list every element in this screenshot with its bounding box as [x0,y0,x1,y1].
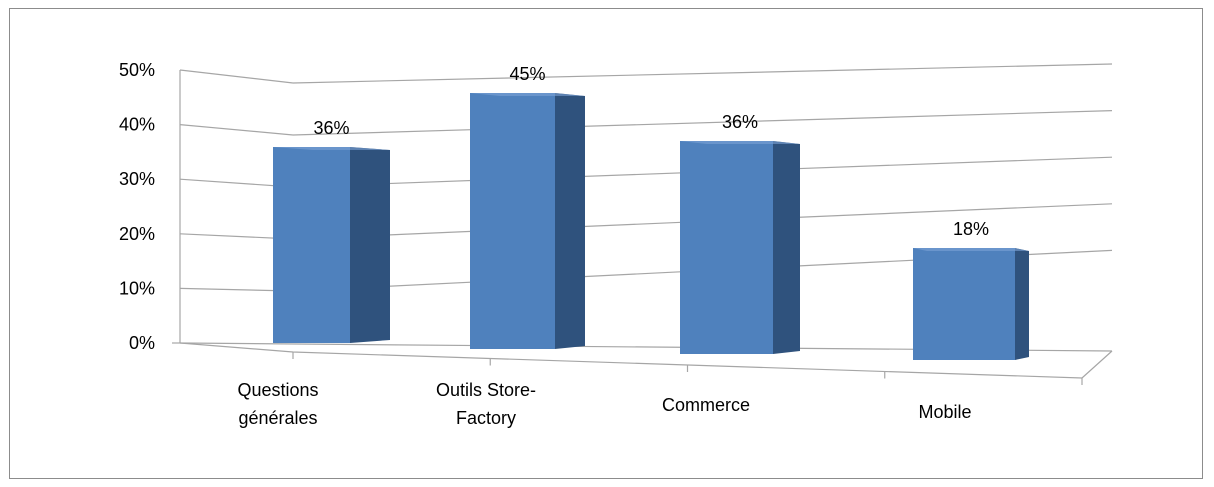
bar [273,147,350,343]
bar-side [350,147,390,343]
bar-top [470,93,585,96]
gridline-back-5 [292,63,1113,84]
bar-side [555,93,585,349]
y-tick-label: 0% [129,333,155,353]
bar-top [680,141,800,144]
bar-top [913,248,1029,251]
data-label: 36% [313,118,349,138]
y-tick-label: 50% [119,60,155,80]
x-tick-label: Mobile [918,402,971,422]
x-tick-label: Outils Store- [436,380,536,400]
y-tick-label: 20% [119,224,155,244]
bar-side [773,141,800,354]
bar [913,248,1015,360]
gridline-left-5 [179,69,294,84]
y-tick-label: 40% [119,115,155,135]
x-tick-label: générales [238,408,317,428]
bar-side [1015,248,1029,360]
gridline-left-4 [179,124,294,136]
data-label: 36% [722,112,758,132]
y-tick-label: 10% [119,278,155,298]
bar [680,141,773,354]
gridline-back-4 [292,110,1113,136]
bar-top [273,147,390,150]
chart-frame [9,8,1203,479]
data-label: 18% [953,219,989,239]
x-tick-label: Questions [237,380,318,400]
data-label: 45% [509,64,545,84]
x-tick-label: Commerce [662,395,750,415]
x-tick-label: Factory [456,408,516,428]
y-tick-label: 30% [119,169,155,189]
bar [470,93,555,349]
